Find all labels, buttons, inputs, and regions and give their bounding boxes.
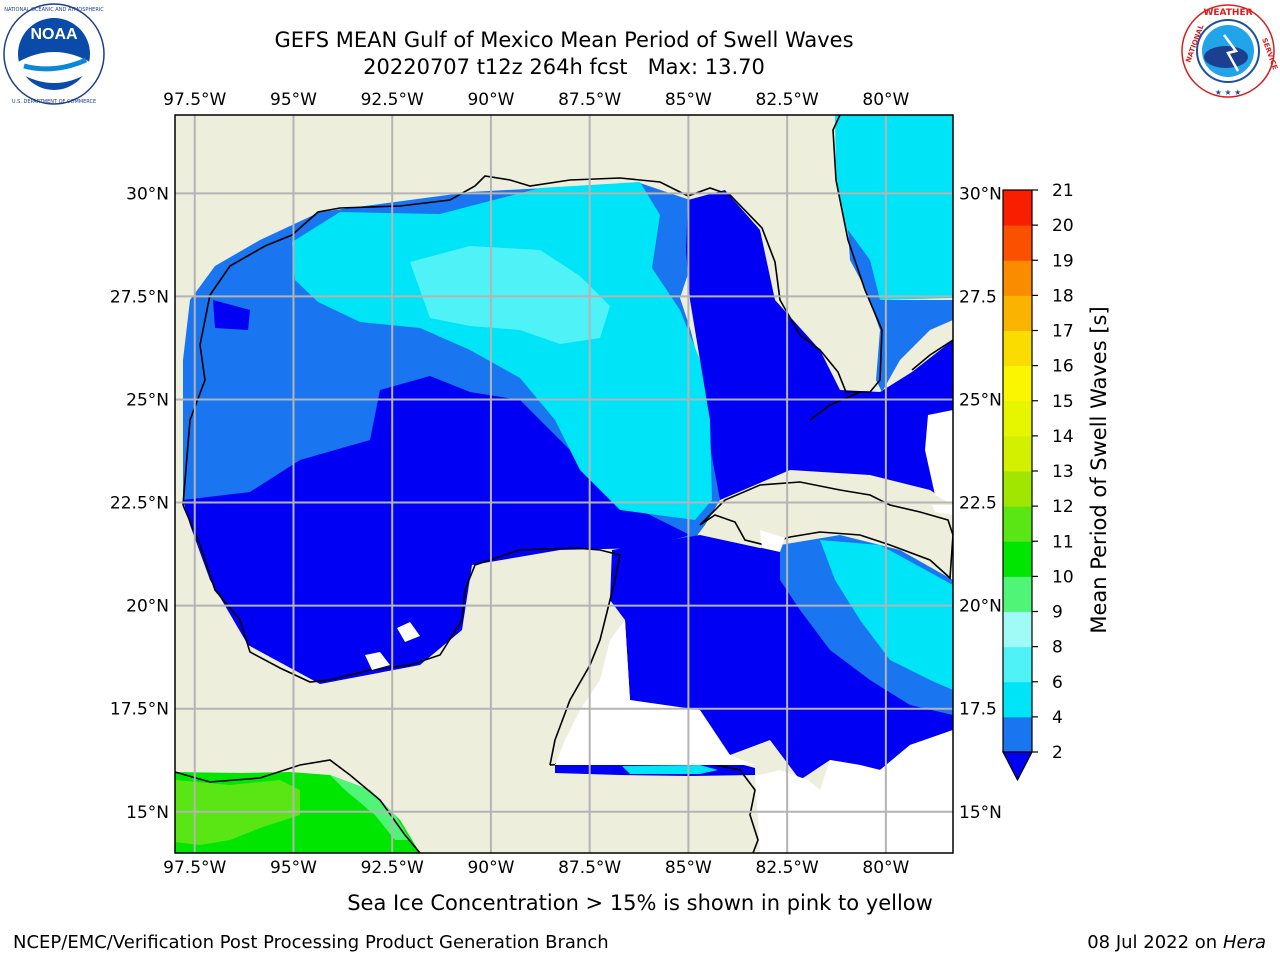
colorbar-tick-label: 17 bbox=[1052, 322, 1074, 342]
colorbar-segment bbox=[1003, 647, 1032, 683]
colorbar-tick-label: 11 bbox=[1052, 532, 1074, 552]
lon-tick-label: 90°W bbox=[467, 858, 514, 878]
sea-ice-note: Sea Ice Concentration > 15% is shown in … bbox=[0, 891, 1280, 915]
lon-tick-label: 80°W bbox=[862, 858, 909, 878]
lat-labels-left: 30°N 27.5°N 25°N 22.5°N 20°N 17.5°N 15°N bbox=[110, 184, 169, 822]
date-line: 08 Jul 2022 on Hera bbox=[1087, 932, 1266, 953]
colorbar-segment bbox=[1003, 225, 1032, 261]
lon-tick-label: 82.5°W bbox=[756, 90, 819, 110]
lat-tick-label: 25°N bbox=[126, 390, 169, 410]
lon-tick-label: 87.5°W bbox=[558, 90, 621, 110]
colorbar-tick-label: 21 bbox=[1052, 181, 1074, 201]
lon-tick-label: 95°W bbox=[270, 90, 317, 110]
colorbar-segment bbox=[1003, 366, 1032, 402]
lat-tick-label-right: 22.5 bbox=[959, 494, 997, 514]
lon-tick-label: 80°W bbox=[862, 90, 909, 110]
lon-labels-top: 97.5°W 95°W 92.5°W 90°W 87.5°W 85°W 82.5°W 80°W bbox=[163, 90, 909, 110]
colorbar-tick-label: 14 bbox=[1052, 427, 1074, 447]
lat-tick-label: 30°N bbox=[126, 184, 169, 204]
lat-tick-label: 15°N bbox=[126, 803, 169, 823]
lat-tick-label-right: 15°N bbox=[959, 803, 1002, 823]
colorbar-tick-label: 15 bbox=[1052, 392, 1074, 412]
map-figure: 97.5°W 95°W 92.5°W 90°W 87.5°W 85°W 82.5°W 80°W… bbox=[0, 0, 1280, 960]
colorbar-tick-label: 20 bbox=[1052, 216, 1074, 236]
honduras-swell-4to6 bbox=[622, 765, 718, 774]
lat-tick-label: 17.5°N bbox=[110, 700, 169, 720]
lat-tick-label-right: 27.5 bbox=[959, 287, 997, 307]
colorbar-segment bbox=[1003, 260, 1032, 296]
colorbar-tick-label: 8 bbox=[1052, 638, 1063, 658]
colorbar-segment bbox=[1003, 717, 1032, 753]
credit-line: NCEP/EMC/Verification Post Processing Pr… bbox=[13, 932, 609, 953]
lon-tick-label: 82.5°W bbox=[756, 858, 819, 878]
lat-tick-label-right: 17.5 bbox=[959, 700, 997, 720]
colorbar-segment bbox=[1003, 471, 1032, 507]
date-text: 08 Jul 2022 on bbox=[1087, 932, 1217, 953]
machine-name: Hera bbox=[1223, 932, 1266, 953]
colorbar-segment bbox=[1003, 190, 1032, 226]
lon-tick-label: 87.5°W bbox=[558, 858, 621, 878]
colorbar-tick-label: 4 bbox=[1052, 708, 1063, 728]
lat-tick-label-right: 25°N bbox=[959, 390, 1002, 410]
colorbar-segment bbox=[1003, 506, 1032, 542]
colorbar-tick-label: 13 bbox=[1052, 462, 1074, 482]
lat-tick-label: 20°N bbox=[126, 597, 169, 617]
colorbar-segment bbox=[1003, 682, 1032, 718]
lon-tick-label: 95°W bbox=[270, 858, 317, 878]
lat-labels-right: 30°N 27.5 25°N 22.5 20°N 17.5 15°N bbox=[959, 184, 1002, 822]
lon-labels-bottom: 97.5°W 95°W 92.5°W 90°W 87.5°W 85°W 82.5°W 80°W bbox=[163, 858, 909, 878]
colorbar-segment bbox=[1003, 612, 1032, 648]
colorbar-tick-label: 12 bbox=[1052, 497, 1074, 517]
lon-tick-label: 92.5°W bbox=[361, 858, 424, 878]
colorbar-tick-label: 2 bbox=[1052, 743, 1063, 763]
map-area bbox=[175, 115, 953, 853]
colorbar-segment bbox=[1003, 576, 1032, 612]
lon-tick-label: 90°W bbox=[467, 90, 514, 110]
colorbar-segment bbox=[1003, 401, 1032, 437]
lon-tick-label: 85°W bbox=[665, 858, 712, 878]
lon-tick-label: 97.5°W bbox=[163, 90, 226, 110]
colorbar-tick-label: 19 bbox=[1052, 251, 1074, 271]
lon-tick-label: 92.5°W bbox=[361, 90, 424, 110]
colorbar-tick-label: 16 bbox=[1052, 357, 1074, 377]
colorbar-segment bbox=[1003, 331, 1032, 367]
colorbar-tick-label: 6 bbox=[1052, 673, 1063, 693]
lon-tick-label: 85°W bbox=[665, 90, 712, 110]
lat-tick-label: 22.5°N bbox=[110, 494, 169, 514]
colorbar-tick-label: 18 bbox=[1052, 286, 1074, 306]
colorbar-label: Mean Period of Swell Waves [s] bbox=[1087, 306, 1111, 633]
colorbar-extend-triangle bbox=[1003, 752, 1032, 780]
colorbar: 2 4 6 8 9 10 11 12 13 14 15 16 17 18 19 20 21 bbox=[1003, 181, 1074, 780]
lat-tick-label: 27.5°N bbox=[110, 287, 169, 307]
lat-tick-label-right: 20°N bbox=[959, 597, 1002, 617]
colorbar-segment bbox=[1003, 295, 1032, 331]
lon-tick-label: 97.5°W bbox=[163, 858, 226, 878]
lat-tick-label-right: 30°N bbox=[959, 184, 1002, 204]
colorbar-segment bbox=[1003, 436, 1032, 472]
colorbar-segment bbox=[1003, 541, 1032, 577]
colorbar-tick-label: 9 bbox=[1052, 603, 1063, 623]
colorbar-tick-label: 10 bbox=[1052, 567, 1074, 587]
